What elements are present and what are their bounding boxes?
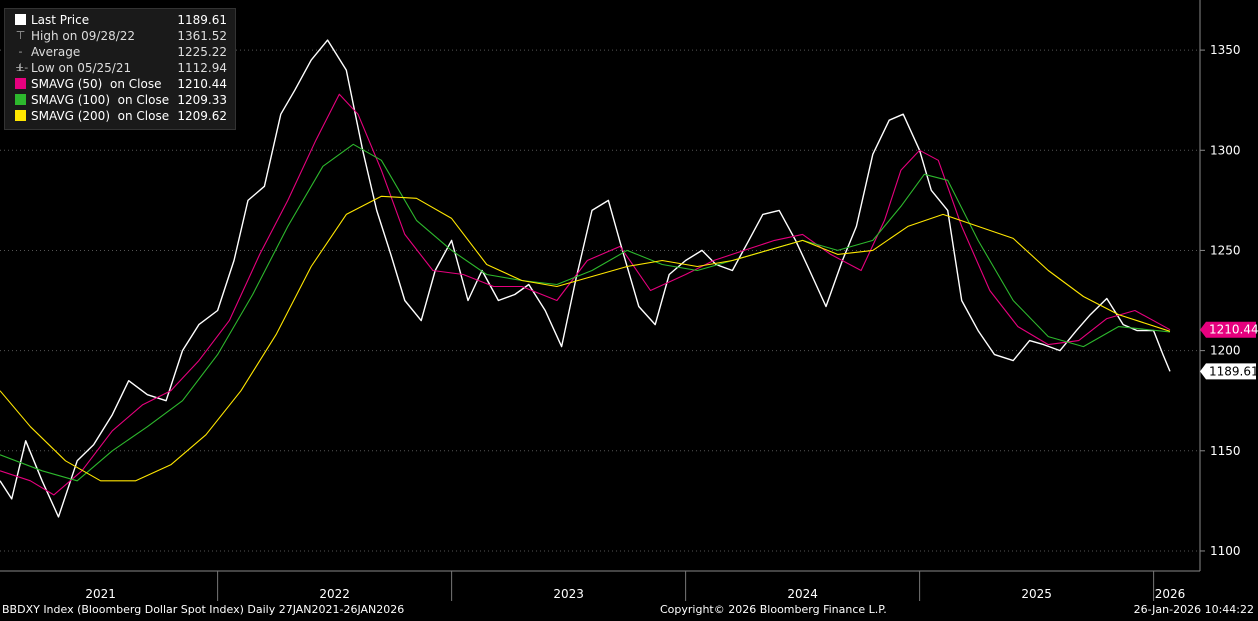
value-tag-label: 1210.44 [1209, 323, 1258, 337]
legend-label: SMAVG (50) on Close [31, 77, 162, 91]
series-line [0, 39, 1171, 518]
footer-timestamp: 26-Jan-2026 10:44:22 [1133, 603, 1254, 616]
value-tag-shape [1200, 363, 1256, 380]
legend-value: 1210.44 [177, 77, 227, 91]
last-price-value-tag: 1189.61 [1200, 363, 1258, 380]
x-tick-label: 2024 [787, 587, 818, 601]
plot-area [0, 39, 1171, 518]
x-tick-label: 2022 [319, 587, 350, 601]
value-tag-shape [1200, 321, 1256, 338]
y-tick-label: 1100 [1210, 544, 1241, 558]
legend-swatch [15, 110, 26, 121]
legend-glyph-icon: -+- [15, 45, 29, 74]
y-tick-label: 1300 [1210, 143, 1241, 157]
legend-glyph-icon: ⊤ [15, 29, 26, 42]
legend-item: ⊥ Low on 05/25/21 1112.94 [13, 60, 233, 76]
legend-label: Average [31, 45, 81, 59]
legend-value: 1225.22 [177, 45, 227, 59]
x-tick-label: 2021 [85, 587, 116, 601]
legend-value: 1112.94 [177, 61, 227, 75]
y-tick-label: 1150 [1210, 444, 1241, 458]
y-tick-label: 1250 [1210, 243, 1241, 257]
legend-item: SMAVG (100) on Close 1209.33 [13, 92, 233, 108]
x-tick-label: 2023 [553, 587, 584, 601]
legend-glyph-icon: ⊥ [15, 61, 26, 74]
legend-swatch [15, 14, 26, 25]
footer-copyright: Copyright© 2026 Bloomberg Finance L.P. [660, 603, 887, 616]
series-line [0, 143, 1171, 482]
x-tick-label: 2025 [1021, 587, 1052, 601]
footer-security-info: BBDXY Index (Bloomberg Dollar Spot Index… [2, 603, 405, 616]
legend-label: High on 09/28/22 [31, 29, 136, 43]
legend-value: 1209.62 [177, 109, 227, 123]
legend-value: 1361.52 [177, 29, 227, 43]
legend-swatch [15, 78, 26, 89]
sma50-value-tag: 1210.44 [1200, 321, 1258, 338]
legend-label: SMAVG (200) on Close [31, 109, 170, 123]
legend: Last Price 1189.61 ⊤ High on 09/28/22 1361.5… [4, 8, 236, 130]
y-tick-label: 1350 [1210, 43, 1241, 57]
value-tag-label: 1189.61 [1209, 364, 1258, 378]
legend-item: Last Price 1189.61 [13, 12, 233, 28]
legend-item: SMAVG (50) on Close 1210.44 [13, 76, 233, 92]
legend-item: ⊤ High on 09/28/22 1361.52 [13, 28, 233, 44]
value-tags: 1210.44 1189.61 [1200, 321, 1258, 380]
x-tick-label: 2026 [1155, 587, 1186, 601]
legend-value: 1209.33 [177, 93, 227, 107]
legend-label: SMAVG (100) on Close [31, 93, 170, 107]
series-line [0, 93, 1171, 496]
legend-swatch [15, 94, 26, 105]
legend-label: Low on 05/25/21 [31, 61, 132, 75]
y-tick-label: 1200 [1210, 344, 1241, 358]
y-axis: 1100 1150 1200 1250 1300 1350 [1199, 0, 1241, 571]
legend-value: 1189.61 [177, 13, 227, 27]
legend-item: SMAVG (200) on Close 1209.62 [13, 108, 233, 124]
x-axis: 2021 2022 2023 2024 2025 2026 [0, 570, 1200, 601]
legend-label: Last Price [31, 13, 90, 27]
legend-item: -+- Average 1225.22 [13, 44, 233, 74]
series-line [0, 195, 1171, 482]
